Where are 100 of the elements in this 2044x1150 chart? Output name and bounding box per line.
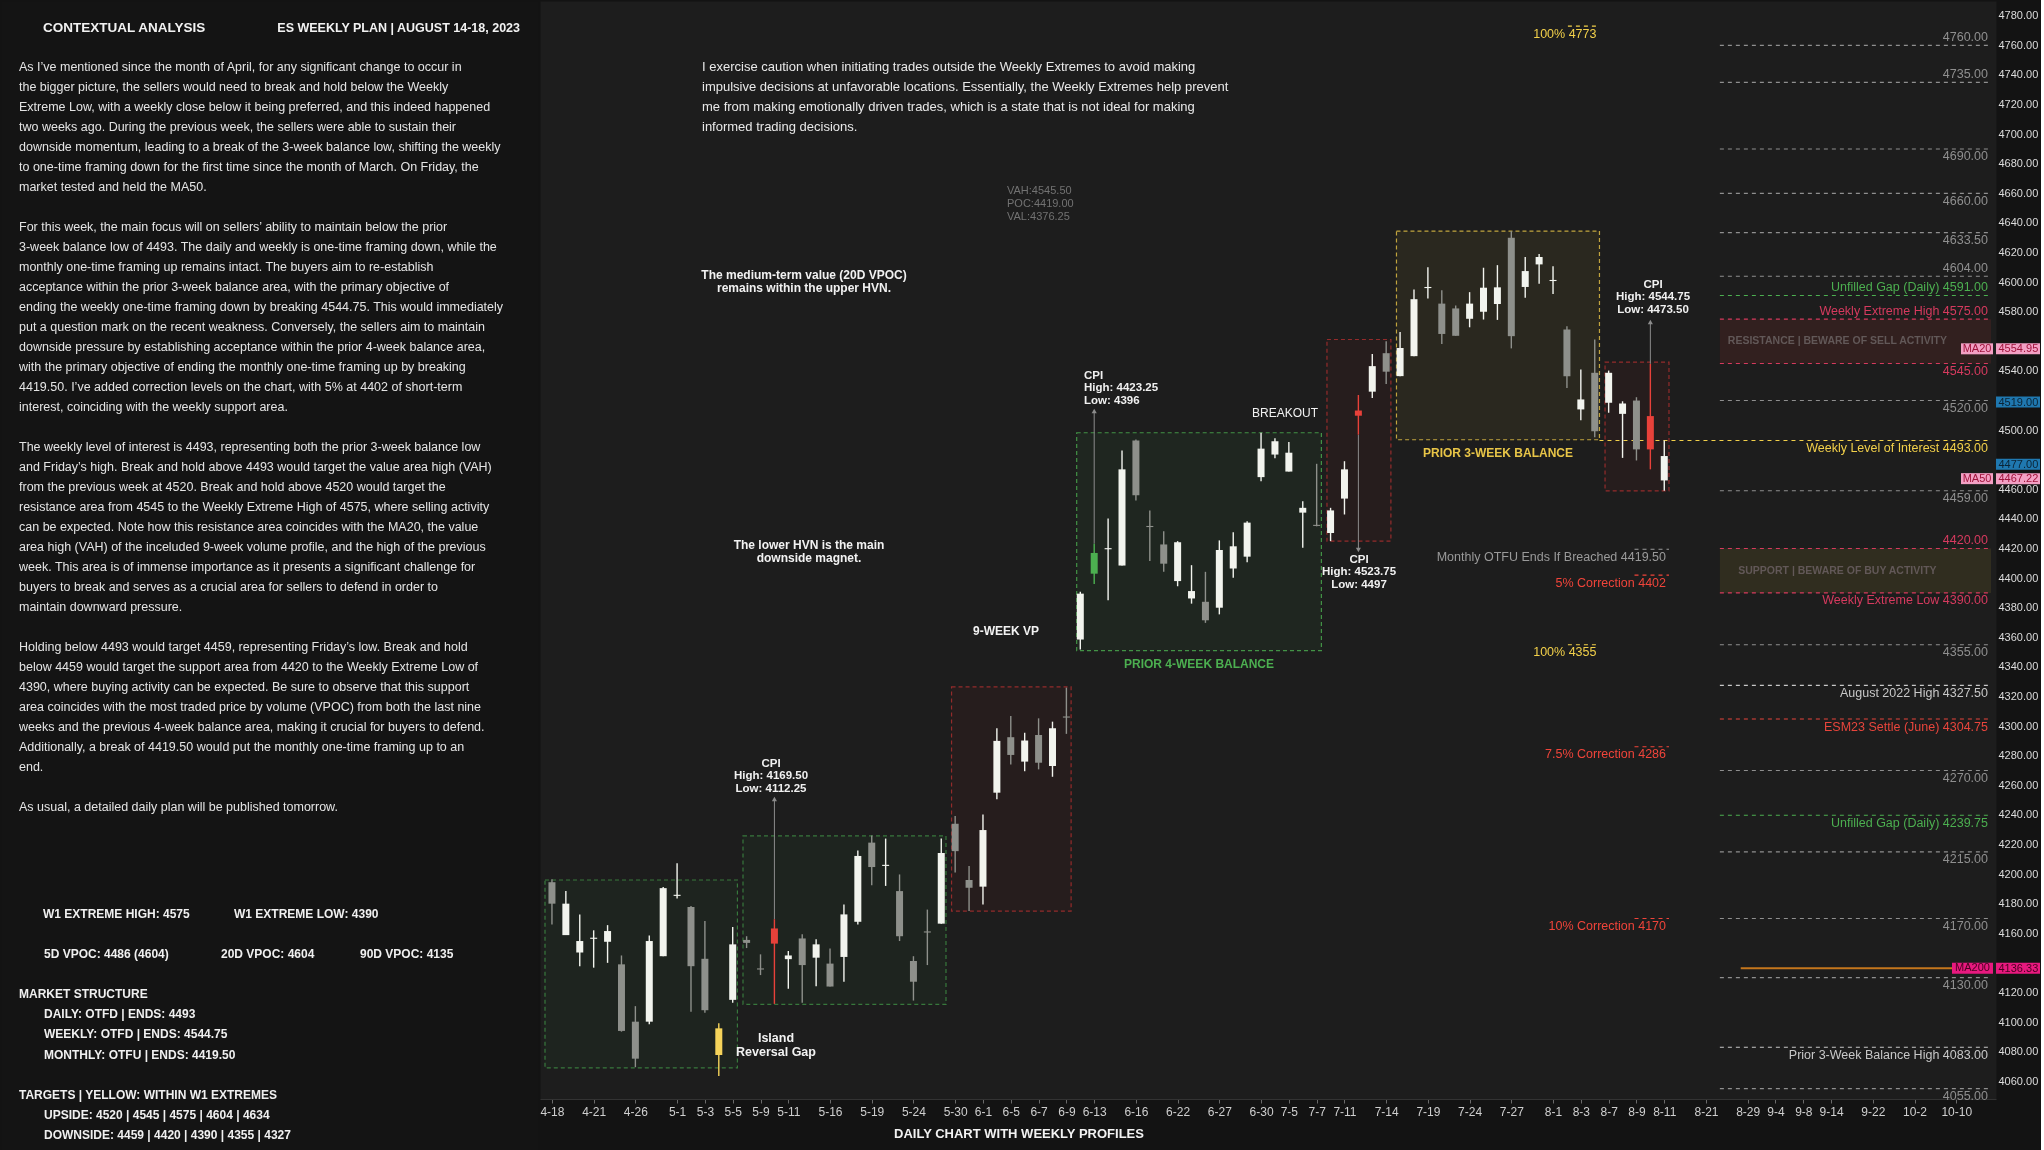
text: DAILY: OTFD | ENDS: 4493 [44, 1007, 196, 1021]
ref-line-label: Monthly OTFU Ends If Breached 4419.50 [1436, 549, 1667, 564]
text: WEEKLY: OTFD | ENDS: 4544.75 [44, 1027, 228, 1041]
x-tick-label: 6-1 [974, 1104, 993, 1119]
x-tick-label: 5-19 [860, 1104, 885, 1119]
text: UPSIDE: 4520 | 4545 | 4575 | 4604 | 4634 [44, 1108, 270, 1122]
x-tick-label: 6-22 [1166, 1104, 1191, 1119]
y-tick-label: 4300.00 [1998, 719, 2039, 732]
candlestick [1619, 400, 1627, 459]
ref-line-label: 4735.00 [1942, 66, 1989, 81]
candlestick [1229, 531, 1237, 579]
y-tick-label: 4554.95 [1998, 342, 2039, 355]
text: DAILY CHART WITH WEEKLY PROFILES [894, 1126, 1145, 1141]
y-tick-label: 4200.00 [1998, 867, 2039, 880]
x-tick-label: 8-9 [1628, 1104, 1646, 1119]
annotation: MA50 [1962, 471, 1992, 484]
x-tick-label: 6-7 [1030, 1104, 1049, 1119]
x-tick-label: 5-3 [696, 1104, 715, 1119]
y-tick-label: 4340.00 [1998, 660, 2039, 673]
x-tick-label: 5-11 [777, 1104, 801, 1119]
x-tick-label: 7-5 [1280, 1104, 1299, 1119]
x-tick-label: 5-16 [818, 1104, 843, 1119]
annotation: CPI High: 4169.50 Low: 4112.25 [733, 756, 809, 794]
text: Holding below 4493 would target 4459, representing Friday’s low. Break and hold below 4459 would target the support area from 4420 to the Weekly Extreme Low of 4390, where buying activity can be expected. Be sure to observe that this support area coincides with the most traded price by volume (VPOC) from both the last nine weeks and the previous 4-week balance area, making it crucial for buyers to defend. Additionally, a break of 4419.50 would put the monthly one-time framing up to an end. [18, 640, 485, 774]
ref-line-label: 4355.00 [1942, 645, 1989, 660]
text: MARKET STRUCTURE [19, 987, 148, 1001]
annotation: VAH:4545.50 [1007, 184, 1072, 196]
x-tick-label: 8-1 [1544, 1104, 1563, 1119]
y-tick-label: 4120.00 [1998, 985, 2039, 998]
y-tick-label: 4780.00 [1998, 9, 2039, 22]
annotation: MA20 [1962, 341, 1992, 354]
y-tick-label: 4160.00 [1998, 926, 2039, 939]
text: 90D VPOC: 4135 [360, 947, 454, 961]
x-tick-label: 5-30 [943, 1104, 968, 1119]
candlestick [1062, 686, 1070, 735]
x-tick-label: 5-5 [724, 1104, 743, 1119]
x-tick-label: 6-16 [1124, 1104, 1149, 1119]
candlestick [576, 913, 584, 967]
candlestick [1021, 732, 1029, 772]
candlestick [909, 955, 917, 1002]
x-tick-label: 7-11 [1333, 1104, 1357, 1119]
ref-line-label: 4604.00 [1942, 260, 1989, 275]
annotation: Island Reversal Gap [736, 1031, 817, 1059]
band-label: PRIOR 4-WEEK BALANCE [1124, 656, 1275, 671]
ref-line-label: 4760.00 [1942, 29, 1989, 44]
ref-line-label: August 2022 High 4327.50 [1839, 685, 1989, 700]
x-tick-label: 4-26 [623, 1104, 649, 1119]
candlestick [604, 924, 612, 964]
text: As usual, a detailed daily plan will be published tomorrow. [19, 800, 338, 814]
text: W1 EXTREME LOW: 4390 [234, 907, 379, 921]
y-tick-label: 4440.00 [1998, 512, 2039, 525]
ref-line-label: 4520.00 [1942, 401, 1989, 416]
candlestick [1493, 264, 1501, 321]
text: W1 EXTREME HIGH: 4575 [43, 907, 191, 921]
y-tick-label: 4519.00 [1998, 395, 2039, 408]
ref-line-label: Weekly Extreme Low 4390.00 [1822, 593, 1989, 608]
candlestick [1466, 291, 1474, 328]
y-tick-label: 4100.00 [1998, 1015, 2039, 1028]
y-tick-label: 4380.00 [1998, 601, 2039, 614]
x-tick-label: 8-29 [1736, 1104, 1761, 1119]
y-tick-label: 4580.00 [1998, 305, 2039, 318]
ref-line-label: Unfilled Gap (Daily) 4239.75 [1830, 815, 1989, 830]
annotation: I exercise caution when initiating trades outside the Weekly Extremes to avoid making impulsive decisions at unfavorable locations. Essentially, the Weekly Extremes help prevent me from making emotionally driven trades, which is a state that is not ideal for making informed trading decisions. [702, 59, 1229, 134]
candlestick [1090, 543, 1098, 585]
ref-line-label: 4633.50 [1942, 233, 1989, 248]
ref-line-label: 4270.00 [1942, 770, 1989, 785]
y-tick-label: 4136.33 [1998, 961, 2039, 974]
y-tick-label: 4760.00 [1998, 38, 2039, 51]
text: 5D VPOC: 4486 (4604) [44, 947, 169, 961]
annotation: VAL:4376.25 [1007, 210, 1070, 222]
x-tick-label: 7-24 [1458, 1104, 1483, 1119]
ref-line-label: 100% 4355 [1533, 645, 1597, 660]
y-tick-label: 4467.22 [1998, 472, 2039, 485]
ref-line-label: ESM23 Settle (June) 4304.75 [1824, 719, 1989, 734]
y-tick-label: 4400.00 [1998, 571, 2039, 584]
ref-line-label: 7.5% Correction 4286 [1545, 747, 1667, 762]
y-tick-label: 4220.00 [1998, 837, 2039, 850]
candlestick [826, 947, 834, 988]
annotation: 9-WEEK VP [972, 624, 1040, 638]
y-tick-label: 4420.00 [1998, 542, 2039, 555]
y-tick-label: 4360.00 [1998, 630, 2039, 643]
text: MONTHLY: OTFU | ENDS: 4419.50 [44, 1048, 236, 1062]
candlestick [548, 878, 556, 926]
annotation: The lower HVN is the main downside magnet. [733, 537, 885, 565]
x-tick-label: 7-19 [1416, 1104, 1441, 1119]
candlestick [1577, 368, 1585, 421]
ref-line-label: 4690.00 [1942, 149, 1989, 164]
candlestick [1299, 500, 1307, 549]
y-tick-label: 4320.00 [1998, 690, 2039, 702]
candlestick [965, 865, 973, 912]
ref-line-label: 4055.00 [1942, 1089, 1989, 1104]
x-tick-label: 5-24 [901, 1104, 927, 1119]
x-tick-label: 8-11 [1653, 1104, 1677, 1119]
annotation: MA200 [1955, 961, 1990, 974]
x-tick-label: 10-10 [1941, 1104, 1973, 1119]
text: ES WEEKLY PLAN | AUGUST 14-18, 2023 [277, 21, 521, 35]
annotation: CPI High: 4423.25 Low: 4396 [1084, 368, 1159, 406]
y-tick-label: 4080.00 [1998, 1045, 2039, 1058]
ref-line-label: Unfilled Gap (Daily) 4591.00 [1830, 279, 1989, 294]
y-tick-label: 4600.00 [1998, 275, 2039, 288]
